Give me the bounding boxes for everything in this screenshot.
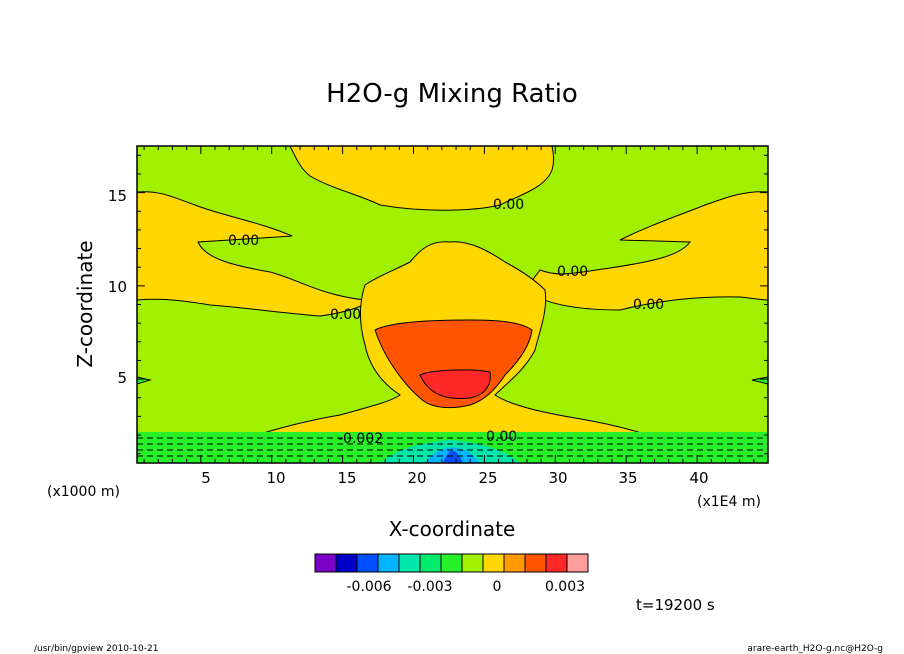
contour-label: 0.00 — [633, 297, 664, 313]
x-tick-label: 5 — [201, 469, 211, 487]
x-tick-label: 30 — [548, 469, 567, 487]
colorbar-label: -0.003 — [407, 579, 452, 595]
x-tick-label: 15 — [337, 469, 356, 487]
footer-left: /usr/bin/gpview 2010-10-21 — [34, 644, 158, 654]
y-tick-labels: 5 10 15 — [108, 187, 127, 387]
x-unit-right: (x1E4 m) — [697, 494, 761, 510]
colorbar-swatch — [440, 553, 463, 573]
x-axis-ticks — [143, 146, 769, 463]
colorbar-swatch — [503, 553, 526, 573]
colorbar-swatch — [524, 553, 547, 573]
colorbar-swatch — [335, 553, 358, 573]
colorbar-swatch — [482, 553, 505, 573]
positive-region-right — [524, 191, 768, 311]
colorbar-swatch — [398, 553, 421, 573]
x-axis-label: X-coordinate — [389, 517, 516, 541]
colorbar-labels: -0.006 -0.003 0 0.003 — [346, 579, 585, 595]
plot-area — [137, 146, 768, 463]
colorbar-swatch — [566, 553, 589, 573]
time-label: t=19200 s — [636, 596, 715, 614]
x-tick-label: 35 — [618, 469, 637, 487]
colorbar-swatch — [314, 553, 337, 573]
colorbar-swatch — [545, 553, 568, 573]
red-region — [419, 369, 491, 399]
colorbar-label: 0 — [493, 579, 502, 595]
contour-label: 0.00 — [228, 233, 259, 249]
contour-label: 0.00 — [493, 197, 524, 213]
chart-title: H2O-g Mixing Ratio — [326, 79, 578, 109]
x-tick-label: 40 — [689, 469, 708, 487]
contour-label: -0.002 — [338, 431, 383, 447]
x-tick-label: 20 — [407, 469, 426, 487]
colorbar-label: -0.006 — [346, 579, 391, 595]
contour-label: 0.00 — [486, 429, 517, 445]
orange-region — [374, 319, 533, 409]
contour-label: 0.00 — [330, 307, 361, 323]
colorbar-swatch — [419, 553, 442, 573]
footer-right: arare-earth_H2O-g.nc@H2O-g — [747, 644, 883, 654]
y-tick-label: 15 — [108, 187, 127, 205]
contour-labels: 0.00 0.00 0.00 0.00 0.00 -0.002 0.00 — [228, 197, 664, 447]
colorbar — [314, 553, 589, 573]
positive-region-top — [289, 146, 555, 211]
x-tick-label: 10 — [266, 469, 285, 487]
x-unit-left: (x1000 m) — [47, 484, 120, 500]
y-tick-label: 5 — [117, 369, 127, 387]
y-axis-ticks — [137, 154, 768, 455]
y-tick-label: 10 — [108, 278, 127, 296]
colorbar-swatch — [377, 553, 400, 573]
positive-region-left — [137, 191, 386, 317]
negative-core-deepest — [443, 450, 463, 463]
x-tick-label: 25 — [478, 469, 497, 487]
colorbar-label: 0.003 — [545, 579, 585, 595]
colorbar-swatch — [356, 553, 379, 573]
colorbar-swatch — [461, 553, 484, 573]
y-axis-label: Z-coordinate — [73, 240, 97, 367]
contour-label: 0.00 — [557, 264, 588, 280]
x-tick-labels: 5 10 15 20 25 30 35 40 — [201, 469, 708, 487]
dashed-contours — [137, 437, 768, 457]
